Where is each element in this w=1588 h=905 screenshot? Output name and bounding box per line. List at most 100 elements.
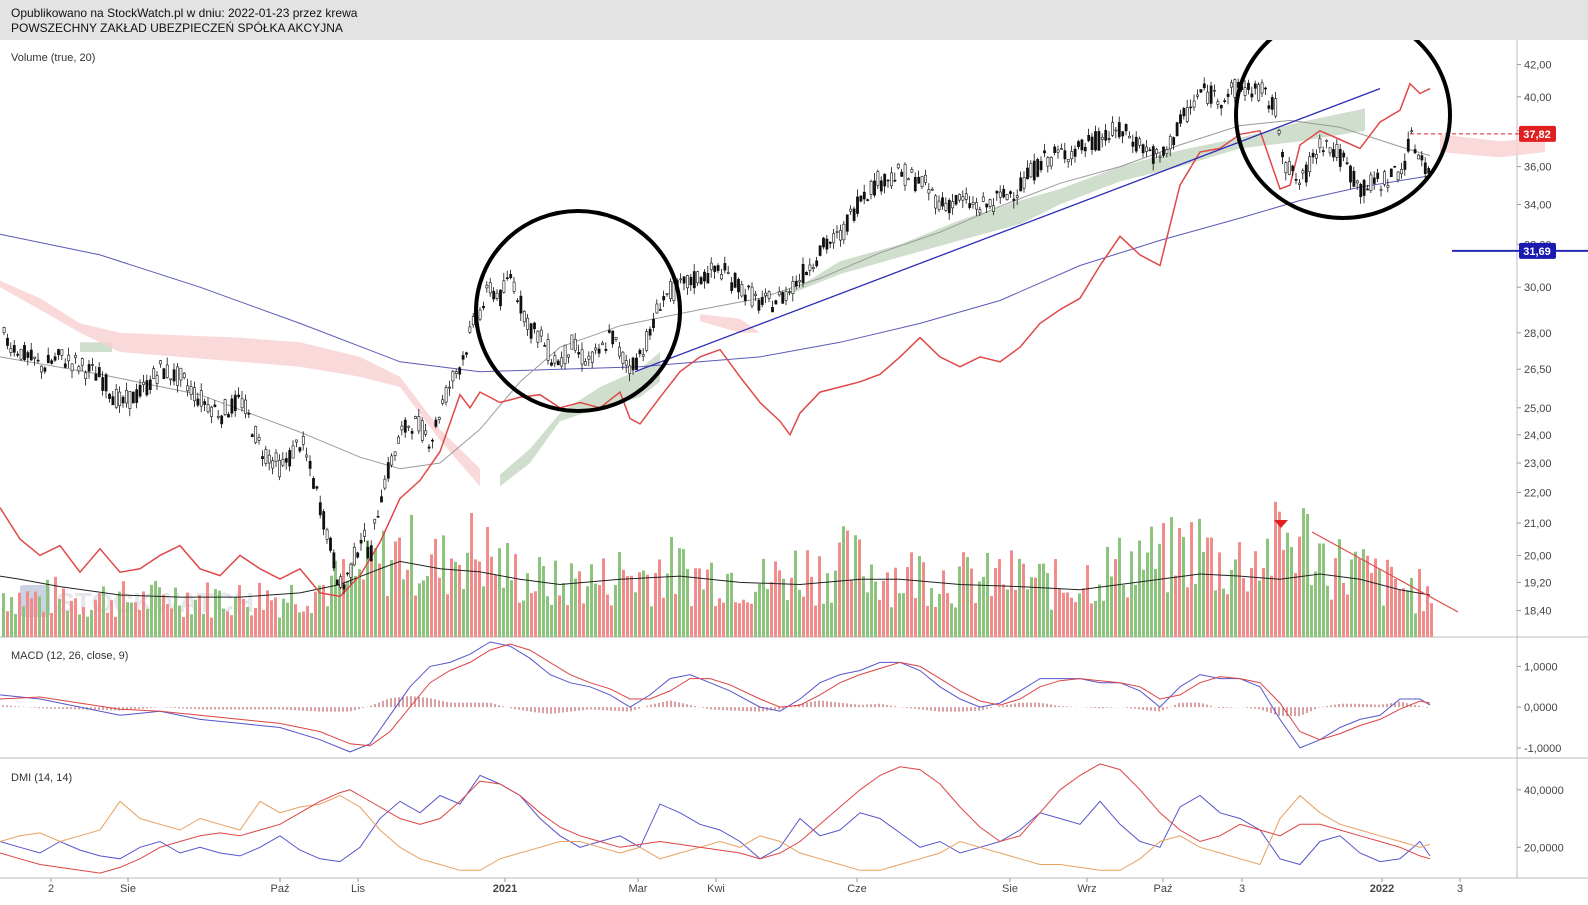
- volume-bar: [1210, 537, 1213, 637]
- candle-down: [597, 348, 601, 354]
- volume-bar: [446, 594, 449, 637]
- volume-bar: [1206, 537, 1209, 637]
- volume-bar: [1070, 597, 1073, 637]
- candle-down: [1226, 93, 1230, 97]
- volume-bar: [842, 526, 845, 637]
- candle-down: [36, 359, 40, 362]
- volume-bar: [630, 575, 633, 637]
- x-tick-label: 2: [48, 883, 54, 895]
- candle-down: [369, 545, 373, 562]
- volume-bar: [1310, 585, 1313, 637]
- candle-down: [856, 196, 859, 214]
- volume-bar: [714, 606, 717, 637]
- volume-bar: [662, 597, 665, 637]
- volume-bar: [1230, 570, 1233, 637]
- candle-up: [930, 188, 934, 191]
- stock-chart: STOCKWATCH 42,0040,0038,0036,0034,0032,0…: [0, 40, 1588, 905]
- candle-up: [584, 361, 587, 366]
- volume-bar: [1414, 613, 1417, 637]
- volume-bar: [1010, 550, 1013, 637]
- volume-bar: [22, 606, 25, 637]
- candle-down: [1291, 165, 1295, 172]
- volume-bar: [742, 599, 745, 637]
- candle-down: [50, 360, 54, 364]
- volume-bar: [686, 569, 689, 637]
- candle-up: [1410, 130, 1414, 133]
- volume-bar: [690, 606, 693, 637]
- candle-down: [1352, 170, 1356, 187]
- candle-up: [390, 455, 394, 466]
- volume-bar: [1106, 546, 1109, 637]
- candle-up: [553, 355, 557, 364]
- volume-bar: [570, 563, 573, 637]
- candle-down: [1321, 150, 1325, 153]
- price-indicator-lines: [0, 82, 1431, 598]
- volume-bar: [1214, 590, 1217, 637]
- candle-down: [213, 404, 217, 408]
- candle-down: [995, 190, 999, 194]
- candle-down: [1264, 87, 1267, 90]
- volume-bar: [1062, 592, 1065, 637]
- volume-bar: [1338, 539, 1341, 637]
- candle-down: [1366, 188, 1369, 191]
- volume-bar: [242, 598, 245, 637]
- volume-bar: [1218, 552, 1221, 637]
- candle-down: [1389, 168, 1393, 177]
- volume-bar: [434, 538, 437, 637]
- candle-up: [1005, 194, 1009, 201]
- candle-down: [883, 173, 887, 187]
- volume-bar: [1318, 543, 1321, 637]
- volume-bar: [978, 581, 981, 637]
- volume-bar: [1118, 537, 1121, 637]
- price-tag-box-0: [1519, 125, 1556, 142]
- volume-bar: [522, 600, 525, 637]
- candle-down: [1043, 150, 1046, 154]
- candle-up: [281, 458, 285, 466]
- candle-down: [760, 297, 764, 305]
- candle-down: [543, 345, 547, 347]
- volume-bar: [1362, 549, 1365, 637]
- candle-up: [890, 172, 893, 187]
- volume-bar: [1270, 575, 1273, 637]
- volume-bar: [706, 569, 709, 637]
- volume-bar: [70, 600, 73, 637]
- price-tick-label: 40,00: [1524, 92, 1552, 104]
- volume-bar: [1014, 589, 1017, 637]
- candle-up: [84, 372, 88, 380]
- candle-down: [97, 367, 101, 378]
- candle-up: [975, 202, 978, 210]
- candle-up: [152, 368, 156, 379]
- volume-bar: [50, 613, 53, 637]
- candle-down: [46, 354, 50, 364]
- price-tag-label-1: 31,69: [1523, 246, 1551, 258]
- candle-down: [859, 195, 863, 202]
- candle-down: [1423, 162, 1427, 175]
- candle-down: [94, 373, 98, 381]
- volume-bar: [1042, 563, 1045, 637]
- candle-up: [1114, 129, 1118, 132]
- candle-down: [1053, 146, 1057, 154]
- volume-bar: [1198, 518, 1201, 637]
- volume-bar: [886, 572, 889, 637]
- volume-bar: [538, 557, 541, 637]
- candle-up: [437, 417, 441, 420]
- candle-down: [376, 515, 380, 518]
- candle-up: [1318, 138, 1322, 149]
- candle-down: [1362, 179, 1366, 196]
- volume-bar: [1078, 593, 1081, 637]
- candle-down: [1063, 150, 1067, 160]
- volume-bar: [1226, 594, 1229, 637]
- volume-bar: [526, 573, 529, 637]
- candle-up: [451, 370, 455, 382]
- volume-bar: [766, 589, 769, 637]
- volume-bar: [1282, 549, 1285, 637]
- candle-up: [777, 291, 781, 296]
- published-info: Opublikowano na StockWatch.pl w dniu: 20…: [11, 6, 358, 20]
- volume-bar: [934, 607, 937, 637]
- candle-up: [1046, 157, 1050, 167]
- volume-bar: [810, 576, 813, 637]
- price-tick-label: 34,00: [1524, 199, 1552, 211]
- volume-bar: [930, 588, 933, 637]
- volume-bar: [1266, 538, 1269, 637]
- price-tick-label: 30,00: [1524, 282, 1552, 294]
